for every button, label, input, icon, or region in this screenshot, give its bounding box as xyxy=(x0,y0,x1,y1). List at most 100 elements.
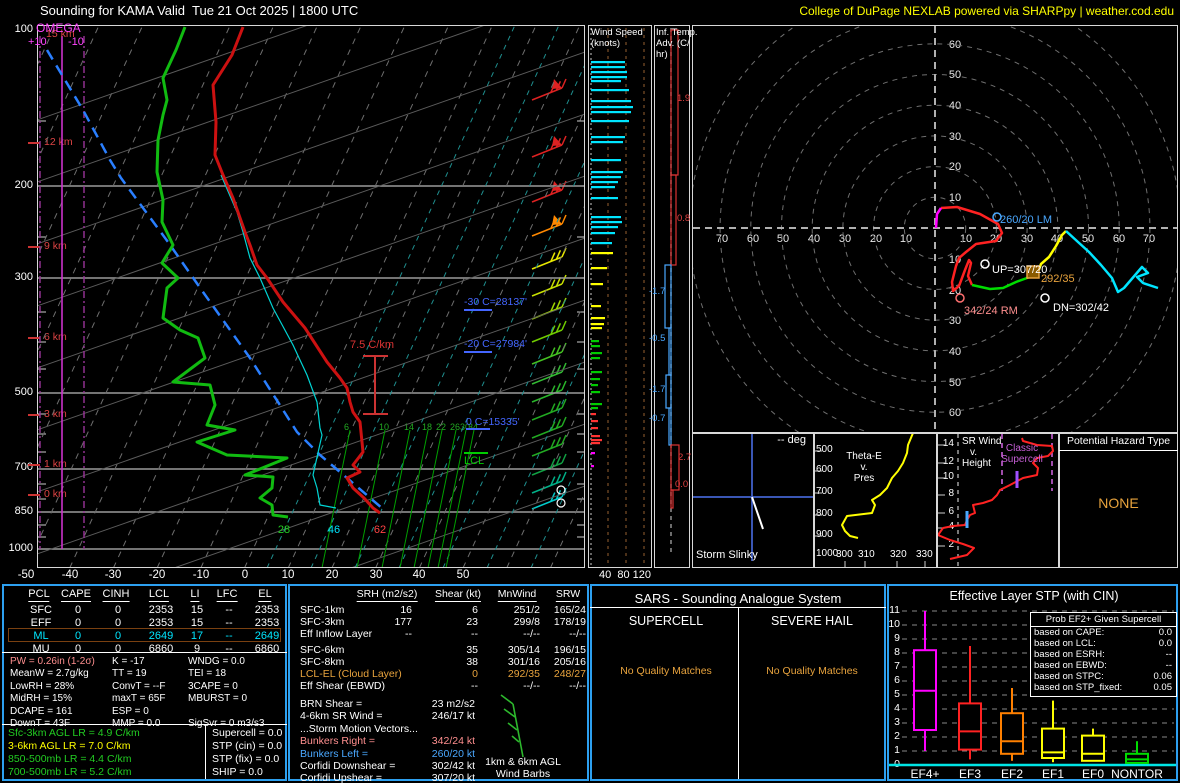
omega-minus: -10 xyxy=(68,36,84,48)
srwind-y-label: 6 xyxy=(948,506,954,517)
stp-y-label: 11 xyxy=(889,604,900,616)
thermo-box xyxy=(2,584,287,781)
thetae-title2: v. xyxy=(860,462,868,473)
advection-value: 0.8 xyxy=(677,213,691,224)
hodo-ring-label: 70 xyxy=(715,233,729,245)
classic-supercell-label2: Supercell xyxy=(1001,454,1043,465)
srwind-y-label: 2 xyxy=(948,539,954,550)
stp-y-label: 4 xyxy=(894,702,900,714)
km-label: 6 km xyxy=(44,331,67,343)
pcl-table-row: SFC 0 0 2353 15 -- 2353 xyxy=(30,604,280,616)
temp-label: -30 xyxy=(104,569,122,581)
stp-category-label: EF2 xyxy=(1000,767,1023,781)
stp-category-label: NONTOR xyxy=(1111,767,1163,781)
hodo-ring-label: 30 xyxy=(948,315,962,327)
srwind-y-label: 8 xyxy=(948,488,954,499)
hodo-ring-label: 10 xyxy=(899,233,913,245)
pcl-table: SFC 0 0 2353 15 -- 2353 EFF 0 0 2353 15 -- 2353 ML 0 0 26… xyxy=(2,604,287,656)
index-value: WNDG = 0.0 xyxy=(188,656,245,667)
hazard-divider xyxy=(1059,450,1178,451)
prob-box-title: Prob EF2+ Given Supercell xyxy=(1031,613,1176,627)
hodo-ring-label: 10 xyxy=(948,192,962,204)
prob-row: based on STPC: 0.06 xyxy=(1034,671,1172,682)
index-value: maxT = 65F xyxy=(112,693,166,705)
srwind-y-label: 4 xyxy=(948,521,954,532)
temp-label: 10 xyxy=(281,569,295,581)
pressure-label: 700 xyxy=(14,461,33,473)
pcl-table-row: MU 0 0 6860 9 -- 6860 xyxy=(32,643,280,655)
sars-title: SARS - Sounding Analogue System xyxy=(634,591,842,606)
index-value: LowRH = 28% xyxy=(10,680,75,692)
temp-label: -50 xyxy=(17,569,35,581)
thetae-panel xyxy=(814,433,937,568)
kin-header-srw: SRW xyxy=(555,588,581,602)
mixing-ratio-label: 14 xyxy=(404,422,415,432)
index-value: K = -17 xyxy=(112,656,145,667)
barb-caption2: Wind Barbs xyxy=(495,768,551,780)
advection-value: 0.0 xyxy=(675,479,689,490)
stp-y-label: 1 xyxy=(894,744,900,756)
pcl-header: EL xyxy=(258,588,272,602)
composite-value: SHIP = 0.0 xyxy=(212,766,263,778)
sars-hail-message: No Quality Matches xyxy=(766,665,858,677)
kin-table-group1: SFC-1km 16 6 251/2 165/24 SFC-3km 177 23 299/8 17… xyxy=(289,604,589,640)
omega-plus: +10 xyxy=(28,36,47,48)
pressure-label: 850 xyxy=(14,505,33,517)
km-label: 3 km xyxy=(44,408,67,420)
sars-column-divider xyxy=(738,607,739,779)
mixing-ratio-label: 18 xyxy=(422,422,433,432)
hodo-ring-label: 40 xyxy=(1050,233,1064,245)
index-value: TT = 19 xyxy=(112,668,147,680)
barb-caption: 1km & 6km AGL xyxy=(485,756,561,768)
thetae-title3: Pres xyxy=(853,473,875,484)
pcl-header: LI xyxy=(190,588,200,602)
thetae-y-label: 800 xyxy=(816,508,833,519)
stp-y-label: 8 xyxy=(894,646,900,658)
kin-pair-row: 4-6km SR Wind = 246/17 kt xyxy=(300,710,475,723)
adv-panel-title: Inf. Temp. xyxy=(656,27,698,38)
indices-col1: PW = 0.26in (1-2σ) MeanW = 2.7g/kg LowRH =… xyxy=(10,656,95,730)
kin-table-row: SFC-3km 177 23 299/8 178/19 xyxy=(300,616,586,628)
temp-label: -20 xyxy=(148,569,166,581)
thetae-y-label: 700 xyxy=(816,486,833,497)
kin-table-row: Eff Inflow Layer -- -- --/-- --/-- xyxy=(300,628,586,640)
stp-y-label: 5 xyxy=(894,688,900,700)
pcl-header: CAPE xyxy=(61,588,91,602)
hodo-ring-label: 50 xyxy=(948,377,962,389)
surface-temperature: 62 xyxy=(373,524,387,536)
temp-label: 40 xyxy=(412,569,426,581)
advection-value: -0.7 xyxy=(649,413,666,424)
thermo-divider2 xyxy=(2,724,287,725)
thetae-y-label: 500 xyxy=(816,444,833,455)
indices-col2: K = -17 TT = 19 ConvT = --F maxT = 65F ESP =… xyxy=(112,656,165,730)
pcl-table-row: EFF 0 0 2353 15 -- 2353 xyxy=(30,617,280,629)
page-title: Sounding for KAMA Valid Tue 21 Oct 2025 … xyxy=(40,3,359,18)
stp-category-label: EF1 xyxy=(1041,767,1064,781)
pcl-table-row: ML 0 0 2649 17 -- 2649 xyxy=(33,630,280,642)
advection-value: -1.7 xyxy=(649,286,666,297)
srwind-title3: Height xyxy=(962,458,991,469)
stp-category-label: EF4+ xyxy=(910,767,940,781)
prob-row: based on ESRH: -- xyxy=(1034,649,1172,660)
hodo-ring-label: 10 xyxy=(948,254,962,266)
stp-y-label: 10 xyxy=(888,618,900,630)
srwind-y-label: 10 xyxy=(942,471,954,482)
km-label: 12 km xyxy=(44,136,73,148)
kin-pair-row: Bunkers Right = 342/24 kt xyxy=(300,735,475,748)
kin-pair-row: Corfidi Upshear = 307/20 kt xyxy=(300,772,475,783)
hodo-ring-label: 10 xyxy=(959,233,973,245)
wind-panel-title2: (knots) xyxy=(591,38,621,49)
composite-indices: Supercell = 0.0 STP (cin) = 0.0 STP (fix) … xyxy=(212,727,282,779)
advection-value: -1.7 xyxy=(649,384,666,395)
srwind-title2: v. xyxy=(970,447,978,458)
hodo-ring-label: 40 xyxy=(948,100,962,112)
lapse-rate-value: 3-6km AGL LR = 7.0 C/km xyxy=(8,740,131,752)
km-label: 0 km xyxy=(44,488,67,500)
prob-row: based on STP_fixed: 0.05 xyxy=(1034,682,1172,693)
lapse-rate-bracket-label: 7.5 C/km xyxy=(350,339,395,351)
kin-header-mnwind: MnWind xyxy=(497,588,537,602)
index-value: MMP = 0.0 xyxy=(112,718,165,730)
ml-row-highlight xyxy=(8,628,281,642)
hodo-ring-label: 70 xyxy=(1142,233,1156,245)
hodo-ring-label: 30 xyxy=(838,233,852,245)
